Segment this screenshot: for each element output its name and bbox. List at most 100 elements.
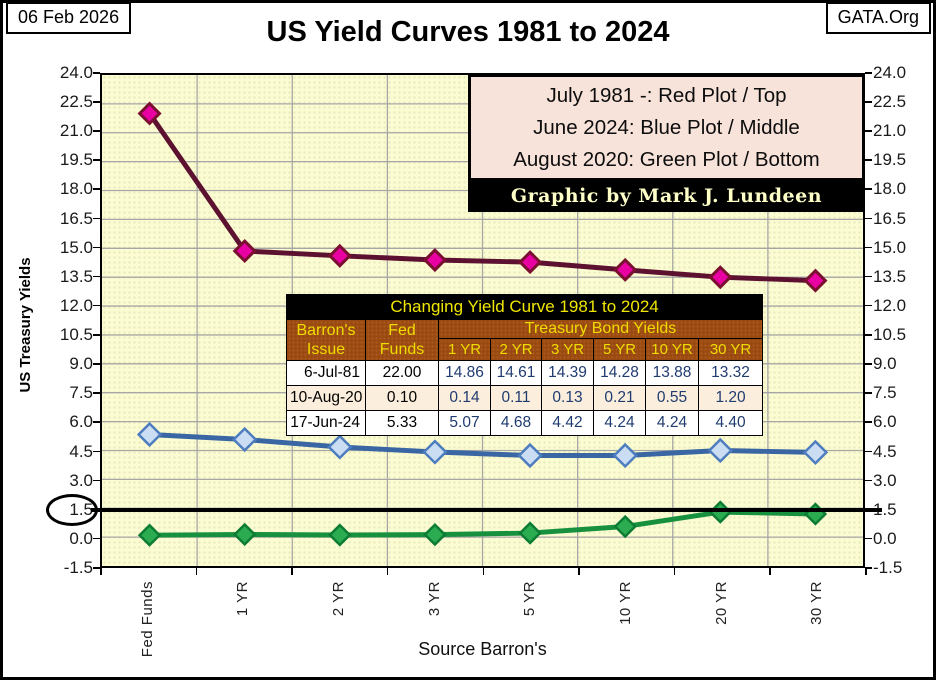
- col-header-year: 2 YR: [490, 338, 542, 361]
- col-header-barrons-issue: Barron's Issue: [286, 319, 366, 361]
- cell-date: 17-Jun-24: [286, 410, 366, 436]
- cell-yield: 0.21: [593, 385, 646, 411]
- y-tick-label-left: 15.0: [59, 237, 93, 257]
- marker-august-2020: [708, 500, 733, 524]
- date-text: 06 Feb 2026: [18, 7, 120, 27]
- y-tick-label-left: 16.5: [59, 208, 93, 228]
- cell-yield: 14.28: [593, 360, 646, 386]
- marker-june-2024: [231, 426, 258, 453]
- marker-july-1981: [518, 250, 543, 275]
- cell-yield: 4.68: [490, 410, 542, 436]
- marker-august-2020: [232, 522, 257, 547]
- col-header-year: 1 YR: [438, 338, 491, 361]
- marker-june-2024: [707, 437, 734, 464]
- cell-fed-funds: 5.33: [365, 410, 439, 436]
- y-tick-label-left: 3.0: [69, 470, 93, 490]
- marker-july-1981: [803, 268, 828, 293]
- marker-june-2024: [136, 421, 163, 448]
- x-tick-label: 1 YR: [234, 581, 252, 617]
- cell-yield: 4.24: [645, 410, 699, 436]
- x-tick-mark: [195, 568, 198, 575]
- cell-yield: 0.55: [645, 385, 699, 411]
- y-tick-mark: [93, 479, 100, 482]
- series-line-july-1981: [147, 112, 816, 284]
- reference-line-1-5: [91, 508, 882, 512]
- org-text: GATA.Org: [837, 7, 919, 27]
- cell-yield: 0.14: [438, 385, 491, 411]
- y-tick-mark: [865, 450, 872, 453]
- y-tick-mark: [865, 130, 872, 132]
- marker-july-1981: [708, 265, 733, 290]
- x-tick-label: 10 YR: [616, 581, 634, 625]
- page-title: US Yield Curves 1981 to 2024: [266, 16, 670, 48]
- y-tick-mark: [93, 217, 100, 220]
- x-tick-mark: [578, 568, 580, 575]
- marker-july-1981: [137, 101, 162, 126]
- y-tick-mark: [865, 72, 872, 74]
- y-tick-mark: [865, 275, 872, 278]
- y-tick-mark: [93, 392, 100, 394]
- y-tick-mark: [93, 246, 100, 249]
- y-tick-mark: [865, 304, 872, 307]
- cell-yield: 0.11: [490, 385, 542, 411]
- x-tick-mark: [386, 568, 389, 575]
- circled-tick-annotation: [46, 494, 98, 526]
- credit-box: Graphic by Mark J. Lundeen: [468, 181, 865, 212]
- y-tick-mark: [865, 101, 872, 103]
- y-tick-label-left: 10.5: [59, 325, 93, 345]
- table-row: 6-Jul-81 22.00 14.86 14.61 14.39 14.28 13.88 13…: [286, 360, 764, 386]
- table-body: 6-Jul-81 22.00 14.86 14.61 14.39 14.28 13.88 13…: [286, 360, 764, 436]
- cell-yield: 14.86: [438, 360, 491, 386]
- y-tick-mark: [93, 72, 100, 74]
- y-tick-label-right: 10.5: [873, 325, 907, 345]
- marker-july-1981: [422, 248, 447, 273]
- y-tick-label-left: -1.5: [63, 558, 93, 577]
- x-tick-mark: [291, 568, 293, 575]
- y-tick-mark: [93, 363, 100, 365]
- marker-june-2024: [327, 434, 353, 460]
- col-header-fed-funds: Fed Funds: [365, 319, 439, 361]
- cell-yield: 4.42: [541, 410, 594, 436]
- y-tick-label-right: 19.5: [873, 150, 907, 170]
- y-tick-label-right: 13.5: [873, 266, 907, 286]
- x-tick-label: 3 YR: [425, 581, 443, 617]
- x-tick-label: 30 YR: [808, 581, 826, 625]
- legend-line-blue: June 2024: Blue Plot / Middle: [533, 115, 800, 139]
- y-tick-mark: [93, 130, 100, 132]
- table-title: Changing Yield Curve 1981 to 2024: [285, 294, 764, 320]
- cell-fed-funds: 22.00: [365, 360, 439, 386]
- y-tick-mark: [93, 101, 100, 103]
- y-tick-label-right: 9.0: [873, 354, 897, 374]
- x-tick-mark: [769, 568, 771, 575]
- y-tick-label-right: 6.0: [873, 412, 897, 432]
- y-tick-mark: [865, 246, 872, 249]
- cell-yield: 1.20: [697, 385, 764, 411]
- marker-june-2024: [517, 442, 543, 469]
- y-tick-label-right: 18.0: [873, 179, 907, 199]
- y-tick-label-left: 21.0: [59, 121, 93, 141]
- y-tick-label-left: 0.0: [69, 528, 93, 548]
- cell-yield: 4.40: [697, 410, 764, 436]
- x-tick-mark: [865, 568, 867, 575]
- col-header-year: 10 YR: [645, 338, 699, 361]
- y-tick-label-right: 12.0: [873, 295, 907, 315]
- y-tick-label-left: 24.0: [59, 63, 93, 82]
- y-tick-label-right: 16.5: [873, 208, 907, 228]
- marker-june-2024: [422, 439, 448, 465]
- cell-date: 10-Aug-20: [286, 385, 366, 411]
- table-row: 10-Aug-20 0.10 0.14 0.11 0.13 0.21 0.55 1.20: [286, 385, 764, 411]
- y-tick-mark: [93, 567, 100, 569]
- x-tick-label: 20 YR: [712, 581, 730, 625]
- y-tick-label-left: 9.0: [69, 354, 93, 374]
- y-tick-label-right: 15.0: [873, 237, 907, 257]
- y-tick-label-right: 7.5: [873, 383, 897, 403]
- date-box: 06 Feb 2026: [6, 3, 132, 34]
- y-tick-label-left: 18.0: [59, 179, 93, 199]
- x-tick-mark: [673, 568, 676, 575]
- org-box: GATA.Org: [825, 3, 931, 34]
- y-tick-mark: [865, 159, 872, 161]
- y-tick-mark: [93, 275, 100, 278]
- marker-june-2024: [612, 442, 638, 469]
- y-tick-label-right: -1.5: [873, 558, 903, 577]
- cell-yield: 5.07: [438, 410, 491, 436]
